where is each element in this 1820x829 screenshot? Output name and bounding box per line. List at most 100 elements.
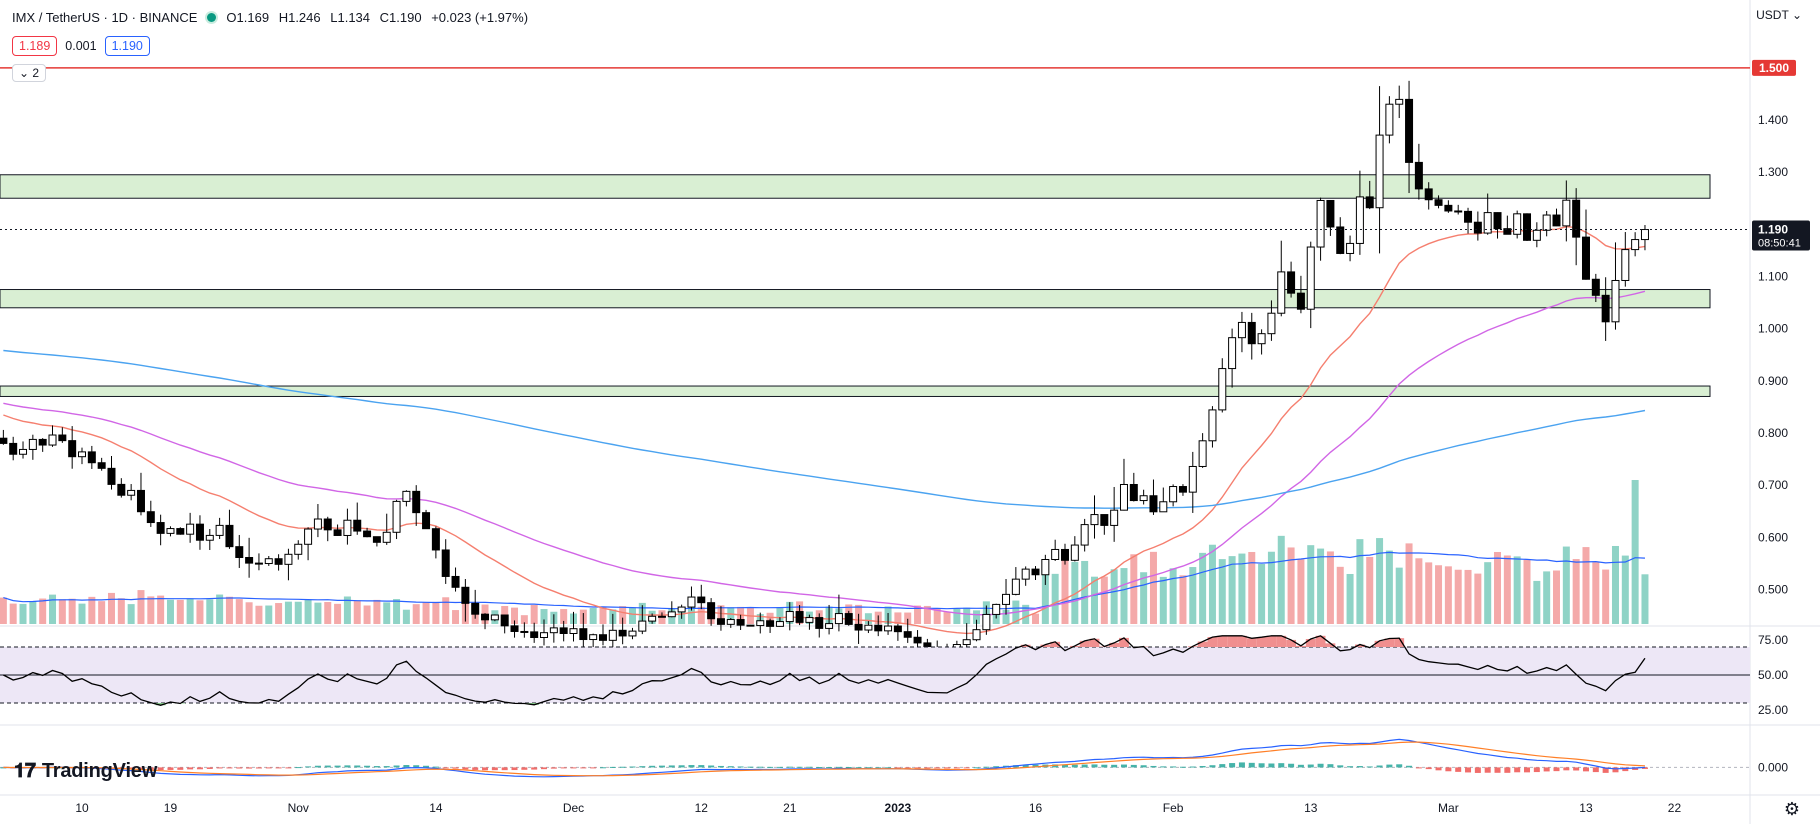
candle-body (196, 524, 203, 540)
macd-histogram-bar (384, 766, 390, 767)
candle-body (1425, 189, 1432, 200)
support-zone (0, 175, 1710, 198)
candle-body (423, 513, 430, 529)
macd-histogram-bar (1534, 767, 1540, 772)
gear-icon[interactable]: ⚙ (1784, 799, 1800, 820)
candle-body (285, 554, 292, 564)
candle (845, 611, 852, 626)
tradingview-logo[interactable]: 𝟏𝟕 TradingView (14, 760, 157, 783)
candle-body (806, 618, 813, 623)
macd-histogram-bar (1406, 766, 1412, 768)
macd-histogram-bar (944, 767, 950, 768)
candle-body (137, 490, 144, 511)
candle-body (0, 438, 7, 443)
candle-body (1101, 515, 1108, 526)
candle-body (255, 563, 262, 564)
candle-body (69, 441, 76, 457)
time-tick-label: 13 (1579, 801, 1593, 815)
sell-button[interactable]: 1.189 (12, 36, 57, 56)
candle-body (452, 576, 459, 587)
candle-body (875, 625, 882, 631)
candle-body (1632, 240, 1639, 250)
candle-body (1288, 272, 1295, 293)
macd-histogram-bar (1386, 765, 1392, 768)
symbol-title[interactable]: IMX / TetherUS · 1D · BINANCE (12, 10, 197, 25)
candle-body (246, 557, 253, 563)
time-tick-label: 14 (429, 801, 443, 815)
candle-body (1111, 510, 1118, 525)
macd-histogram-bar (453, 767, 459, 768)
volume-bar (314, 603, 321, 624)
candle-body (1415, 162, 1422, 188)
macd-histogram-bar (639, 766, 645, 767)
volume-bar (1494, 552, 1501, 624)
macd-histogram-bar (364, 766, 370, 768)
macd-histogram-bar (1288, 764, 1294, 768)
candle-body (364, 531, 371, 537)
rsi-overbought-fill (1227, 636, 1237, 647)
macd-histogram-bar (531, 767, 537, 769)
time-tick-label: Feb (1163, 801, 1184, 815)
macd-histogram-bar (1308, 765, 1314, 768)
candle-body (521, 631, 528, 632)
candle-body (629, 631, 636, 636)
candle-body (747, 625, 754, 626)
macd-histogram-bar (954, 767, 960, 768)
candle-body (1268, 313, 1275, 333)
macd-histogram-bar (423, 766, 429, 768)
rsi-tick-label: 25.00 (1758, 703, 1788, 717)
macd-histogram-bar (285, 767, 291, 768)
volume-bar (108, 593, 115, 624)
volume-bar (1327, 551, 1334, 624)
macd-histogram-bar (167, 767, 173, 770)
candle-body (668, 612, 675, 617)
volume-bar (128, 604, 135, 624)
candle-body (973, 630, 980, 640)
currency-selector[interactable]: USDT ⌄ (1756, 8, 1802, 22)
candle-body (1278, 272, 1285, 313)
candle-body (226, 525, 233, 546)
price-tick-label: 0.700 (1758, 478, 1788, 492)
volume-bar (1396, 568, 1403, 624)
candle-body (796, 612, 803, 623)
candle-body (550, 628, 557, 633)
rsi-tick-label: 75.00 (1758, 633, 1788, 647)
indicators-toggle-button[interactable]: ⌄ 2 (12, 64, 46, 82)
macd-histogram-bar (344, 765, 350, 767)
market-status-dot-icon (207, 13, 216, 22)
candle-body (1012, 579, 1019, 594)
candle-body (354, 520, 361, 531)
macd-histogram-bar (747, 767, 753, 768)
candle-body (609, 630, 616, 640)
macd-histogram-bar (1426, 767, 1432, 769)
volume-bar (1111, 569, 1118, 624)
candle-body (511, 626, 518, 632)
volume-bar (1563, 547, 1570, 624)
candle-body (1120, 484, 1127, 510)
volume-bar (1435, 565, 1442, 624)
volume-bar (413, 604, 420, 624)
macd-histogram-bar (1337, 765, 1343, 767)
high-value: H1.246 (279, 10, 321, 25)
buy-button[interactable]: 1.190 (105, 36, 150, 56)
macd-histogram-bar (1298, 765, 1304, 768)
volume-bar (442, 597, 449, 624)
macd-histogram-bar (1465, 767, 1471, 772)
time-tick-label: 2023 (885, 801, 912, 815)
macd-histogram-bar (541, 767, 547, 769)
candle-body (717, 619, 724, 625)
candle-body (1376, 135, 1383, 208)
candle-body (1582, 237, 1589, 279)
candle-body (1062, 549, 1069, 560)
volume-bar (1297, 559, 1304, 624)
candle-body (786, 612, 793, 622)
volume-bar (1337, 567, 1344, 624)
candle (747, 625, 754, 626)
candle-body (295, 544, 302, 554)
candle-body (1474, 222, 1481, 233)
macd-histogram-bar (1259, 763, 1265, 767)
volume-bar (334, 604, 341, 624)
candle-body (1347, 243, 1354, 253)
